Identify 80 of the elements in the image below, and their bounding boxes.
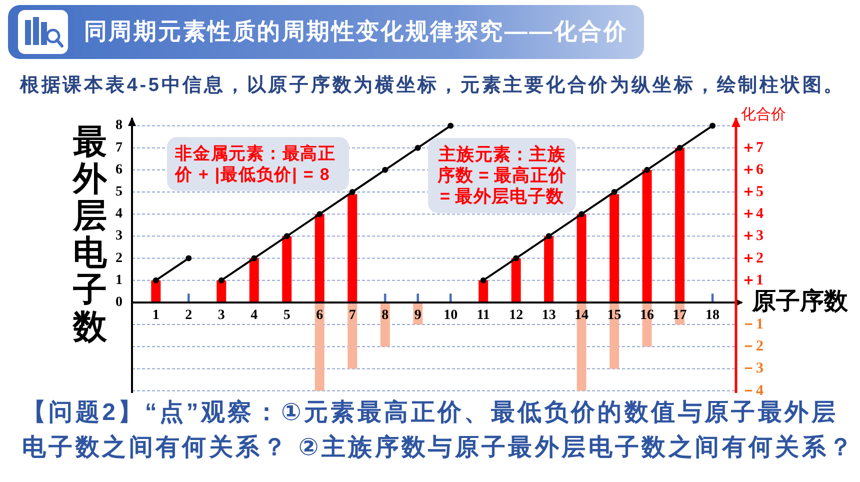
point (480, 277, 486, 284)
point (152, 277, 159, 284)
point (382, 166, 388, 173)
annotation: 【问题2】“点”观察：①元素最高正价、最低负价的数值与原子最外层电子数之间有何关系？ ②主族序数与原子最外层电子数之间有何关系？ (22, 398, 856, 463)
point (186, 255, 192, 262)
y2-tick-label: ＋3 (741, 228, 764, 244)
annotation: 非金属元素：最高正价 + |最低负价| = 8 (167, 137, 349, 191)
y2-tick-label: ＋7 (741, 140, 764, 156)
x-tick-label: 8 (382, 308, 389, 323)
y-tick-label: 1 (116, 272, 122, 288)
bar (610, 194, 620, 302)
annotation: 主族元素：主族序数 = 最高正价 = 最外层电子数 (428, 138, 576, 213)
x-tick-label: 16 (640, 308, 654, 323)
x-tick-label: 17 (672, 308, 687, 323)
bar (576, 302, 586, 391)
bar (576, 214, 586, 302)
x-tick-label: 3 (218, 308, 225, 323)
point (284, 233, 290, 240)
bar (188, 294, 190, 302)
x-tick-label: 13 (542, 308, 556, 323)
point (578, 211, 585, 218)
point (218, 277, 224, 284)
x-tick-label: 4 (250, 308, 258, 323)
ylabel: 最外层电子数 (72, 124, 108, 346)
bar (642, 170, 652, 302)
y-tick-label: 7 (116, 140, 122, 156)
x-tick-label: 18 (706, 308, 720, 323)
x-tick-label: 12 (509, 308, 524, 323)
point (349, 188, 356, 195)
y-tick-label: 8 (116, 118, 122, 134)
x-tick-label: 11 (476, 308, 490, 323)
x-tick-label: 6 (316, 308, 324, 323)
subtitle: 根据课本表4-5中信息，以原子序数为横坐标，元素主要化合价为纵坐标，绘制柱状图。 (20, 75, 845, 98)
bar (675, 148, 685, 302)
bar (314, 302, 324, 391)
bar (249, 258, 259, 302)
bar (282, 236, 292, 302)
y2-tick-label: ＋6 (741, 162, 764, 178)
x-tick-label: 1 (152, 308, 160, 323)
y2-tick-label: －1 (741, 316, 764, 333)
y-tick-label: 3 (116, 228, 122, 244)
point (316, 211, 323, 218)
x-tick-label: 15 (607, 308, 622, 323)
title: 同周期元素性质的周期性变化规律探究——化合价 (84, 18, 628, 46)
y-tick-label: 6 (116, 162, 122, 178)
bar (348, 302, 358, 369)
x-tick-label: 9 (414, 308, 422, 323)
bar (610, 302, 620, 369)
point (644, 166, 650, 173)
bar (314, 214, 324, 302)
y-tick-label: 5 (116, 184, 122, 200)
xlabel: 原子序数 (752, 288, 848, 318)
y-tick-label: 2 (116, 250, 122, 266)
point (448, 122, 454, 129)
y2-tick-label: －2 (741, 338, 764, 355)
y-tick-label: 0 (116, 294, 122, 310)
point (710, 122, 716, 129)
x-tick-label: 7 (348, 308, 356, 323)
x-tick-label: 10 (444, 308, 458, 323)
point (676, 144, 683, 151)
bar (511, 258, 521, 302)
y2-tick-label: －4 (741, 382, 764, 399)
point (251, 255, 258, 262)
point (546, 233, 552, 240)
y-tick-label: 4 (116, 206, 122, 222)
bar (416, 294, 419, 302)
bar (544, 236, 554, 302)
bar (348, 194, 358, 302)
point (513, 255, 520, 262)
x-tick-label: 2 (185, 308, 192, 323)
y2-tick-label: －3 (741, 360, 764, 377)
y2label: 化合价 (741, 106, 786, 124)
y2-tick-label: ＋2 (741, 250, 764, 266)
y2-tick-label: ＋4 (741, 206, 764, 222)
point (611, 188, 618, 195)
x-tick-label: 14 (574, 308, 589, 323)
y2-tick-label: ＋1 (741, 272, 764, 288)
point (414, 144, 421, 151)
y2-tick-label: ＋5 (741, 184, 764, 200)
x-tick-label: 5 (283, 308, 290, 323)
